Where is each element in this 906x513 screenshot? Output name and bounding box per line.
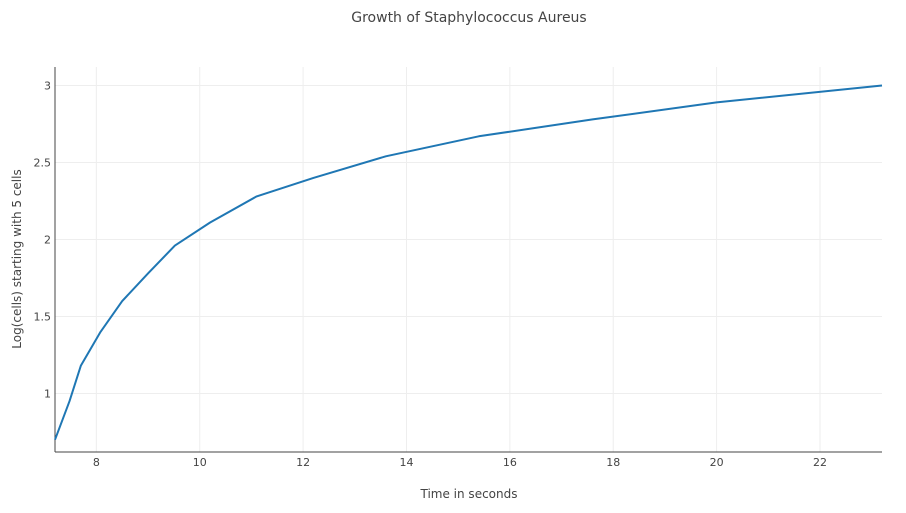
y-axis-ticks: 1 1.5 2 2.5 3 bbox=[34, 79, 52, 400]
y-tick-label: 1 bbox=[44, 387, 51, 400]
series-layer bbox=[54, 84, 883, 441]
grid bbox=[55, 67, 882, 452]
y-axis-title: Log(cells) starting with 5 cells bbox=[10, 169, 24, 348]
y-tick-label: 1.5 bbox=[34, 310, 52, 323]
x-tick-label: 8 bbox=[93, 456, 100, 469]
x-tick-label: 14 bbox=[399, 456, 413, 469]
x-tick-label: 22 bbox=[813, 456, 827, 469]
y-tick-label: 2.5 bbox=[34, 156, 52, 169]
x-tick-label: 10 bbox=[193, 456, 207, 469]
series-line bbox=[54, 84, 883, 441]
x-tick-label: 16 bbox=[503, 456, 517, 469]
y-tick-label: 2 bbox=[44, 233, 51, 246]
x-axis-ticks: 8 10 12 14 16 18 20 22 bbox=[93, 456, 827, 469]
x-axis-title: Time in seconds bbox=[420, 487, 518, 501]
x-tick-label: 18 bbox=[606, 456, 620, 469]
chart-title: Growth of Staphylococcus Aureus bbox=[351, 10, 586, 26]
x-tick-label: 20 bbox=[710, 456, 724, 469]
x-tick-label: 12 bbox=[296, 456, 310, 469]
y-tick-label: 3 bbox=[44, 79, 51, 92]
